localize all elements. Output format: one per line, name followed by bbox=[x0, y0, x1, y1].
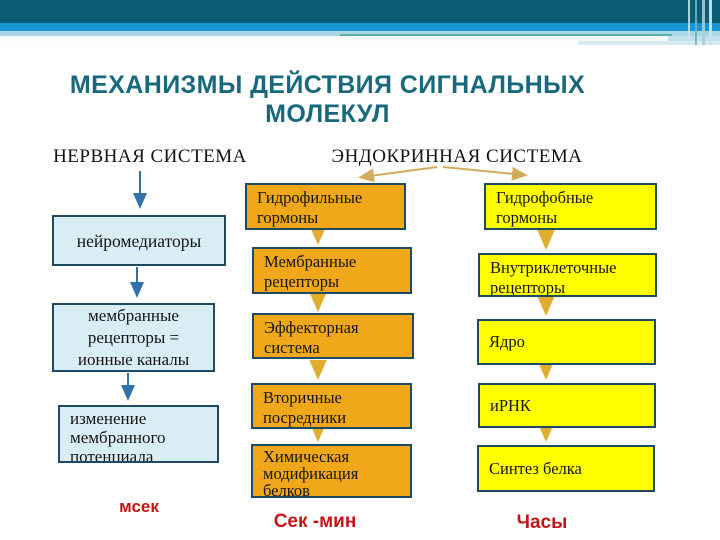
slide-title: МЕХАНИЗМЫ ДЕЙСТВИЯ СИГНАЛЬНЫХ МОЛЕКУЛ bbox=[69, 71, 586, 128]
banner-band-dark bbox=[0, 0, 720, 23]
banner-band-pale bbox=[0, 31, 720, 36]
box-membrane-receptors-ion-channels: мембранные рецепторы = ионные каналы bbox=[52, 303, 215, 372]
box-second-messengers: Вторичные посредники bbox=[251, 383, 412, 429]
box-effector-system: Эффекторная система bbox=[252, 313, 414, 359]
banner-vertical-stripe-3 bbox=[702, 0, 705, 45]
banner-white-stripe-1 bbox=[0, 36, 668, 41]
banner-teal-stripe bbox=[340, 34, 672, 36]
banner-blue-stripe-1 bbox=[668, 36, 720, 41]
box-mrna: иРНК bbox=[478, 383, 656, 428]
arrow-endocrine-to-hydrophilic bbox=[358, 166, 438, 183]
box-membrane-receptors: Мембранные рецепторы bbox=[252, 247, 412, 294]
banner-vertical-stripe-2 bbox=[695, 0, 697, 45]
banner-vertical-stripe-4 bbox=[709, 0, 712, 45]
box-hydrophobic-hormones: Гидрофобные гормоны bbox=[484, 183, 657, 230]
box-intracellular-receptors: Внутриклеточные рецепторы bbox=[478, 253, 657, 297]
box-protein-synthesis: Синтез белка bbox=[477, 445, 655, 492]
box-membrane-potential-change: изменение мембранного потенциала bbox=[58, 405, 219, 463]
arrow-endocrine-to-hydrophobic bbox=[442, 166, 528, 181]
time-label-hours: Часы bbox=[516, 512, 568, 533]
header-endocrine-system: ЭНДОКРИННАЯ СИСТЕМА bbox=[331, 146, 583, 167]
box-nucleus: Ядро bbox=[477, 319, 656, 365]
box-chemical-modification-of-proteins: Химическая модификация белков bbox=[251, 444, 412, 498]
banner-blue-stripe-2 bbox=[578, 41, 720, 45]
time-label-sec-min: Сек -мин bbox=[273, 511, 357, 532]
box-hydrophilic-hormones: Гидрофильные гормоны bbox=[245, 183, 406, 230]
box-neurotransmitters: нейромедиаторы bbox=[52, 215, 226, 266]
banner-vertical-stripe-1 bbox=[688, 0, 690, 45]
banner-white-stripe-2 bbox=[0, 41, 578, 45]
banner-band-blue bbox=[0, 23, 720, 31]
time-label-msec: мсек bbox=[119, 497, 159, 516]
header-nervous-system: НЕРВНАЯ СИСТЕМА bbox=[53, 146, 247, 167]
